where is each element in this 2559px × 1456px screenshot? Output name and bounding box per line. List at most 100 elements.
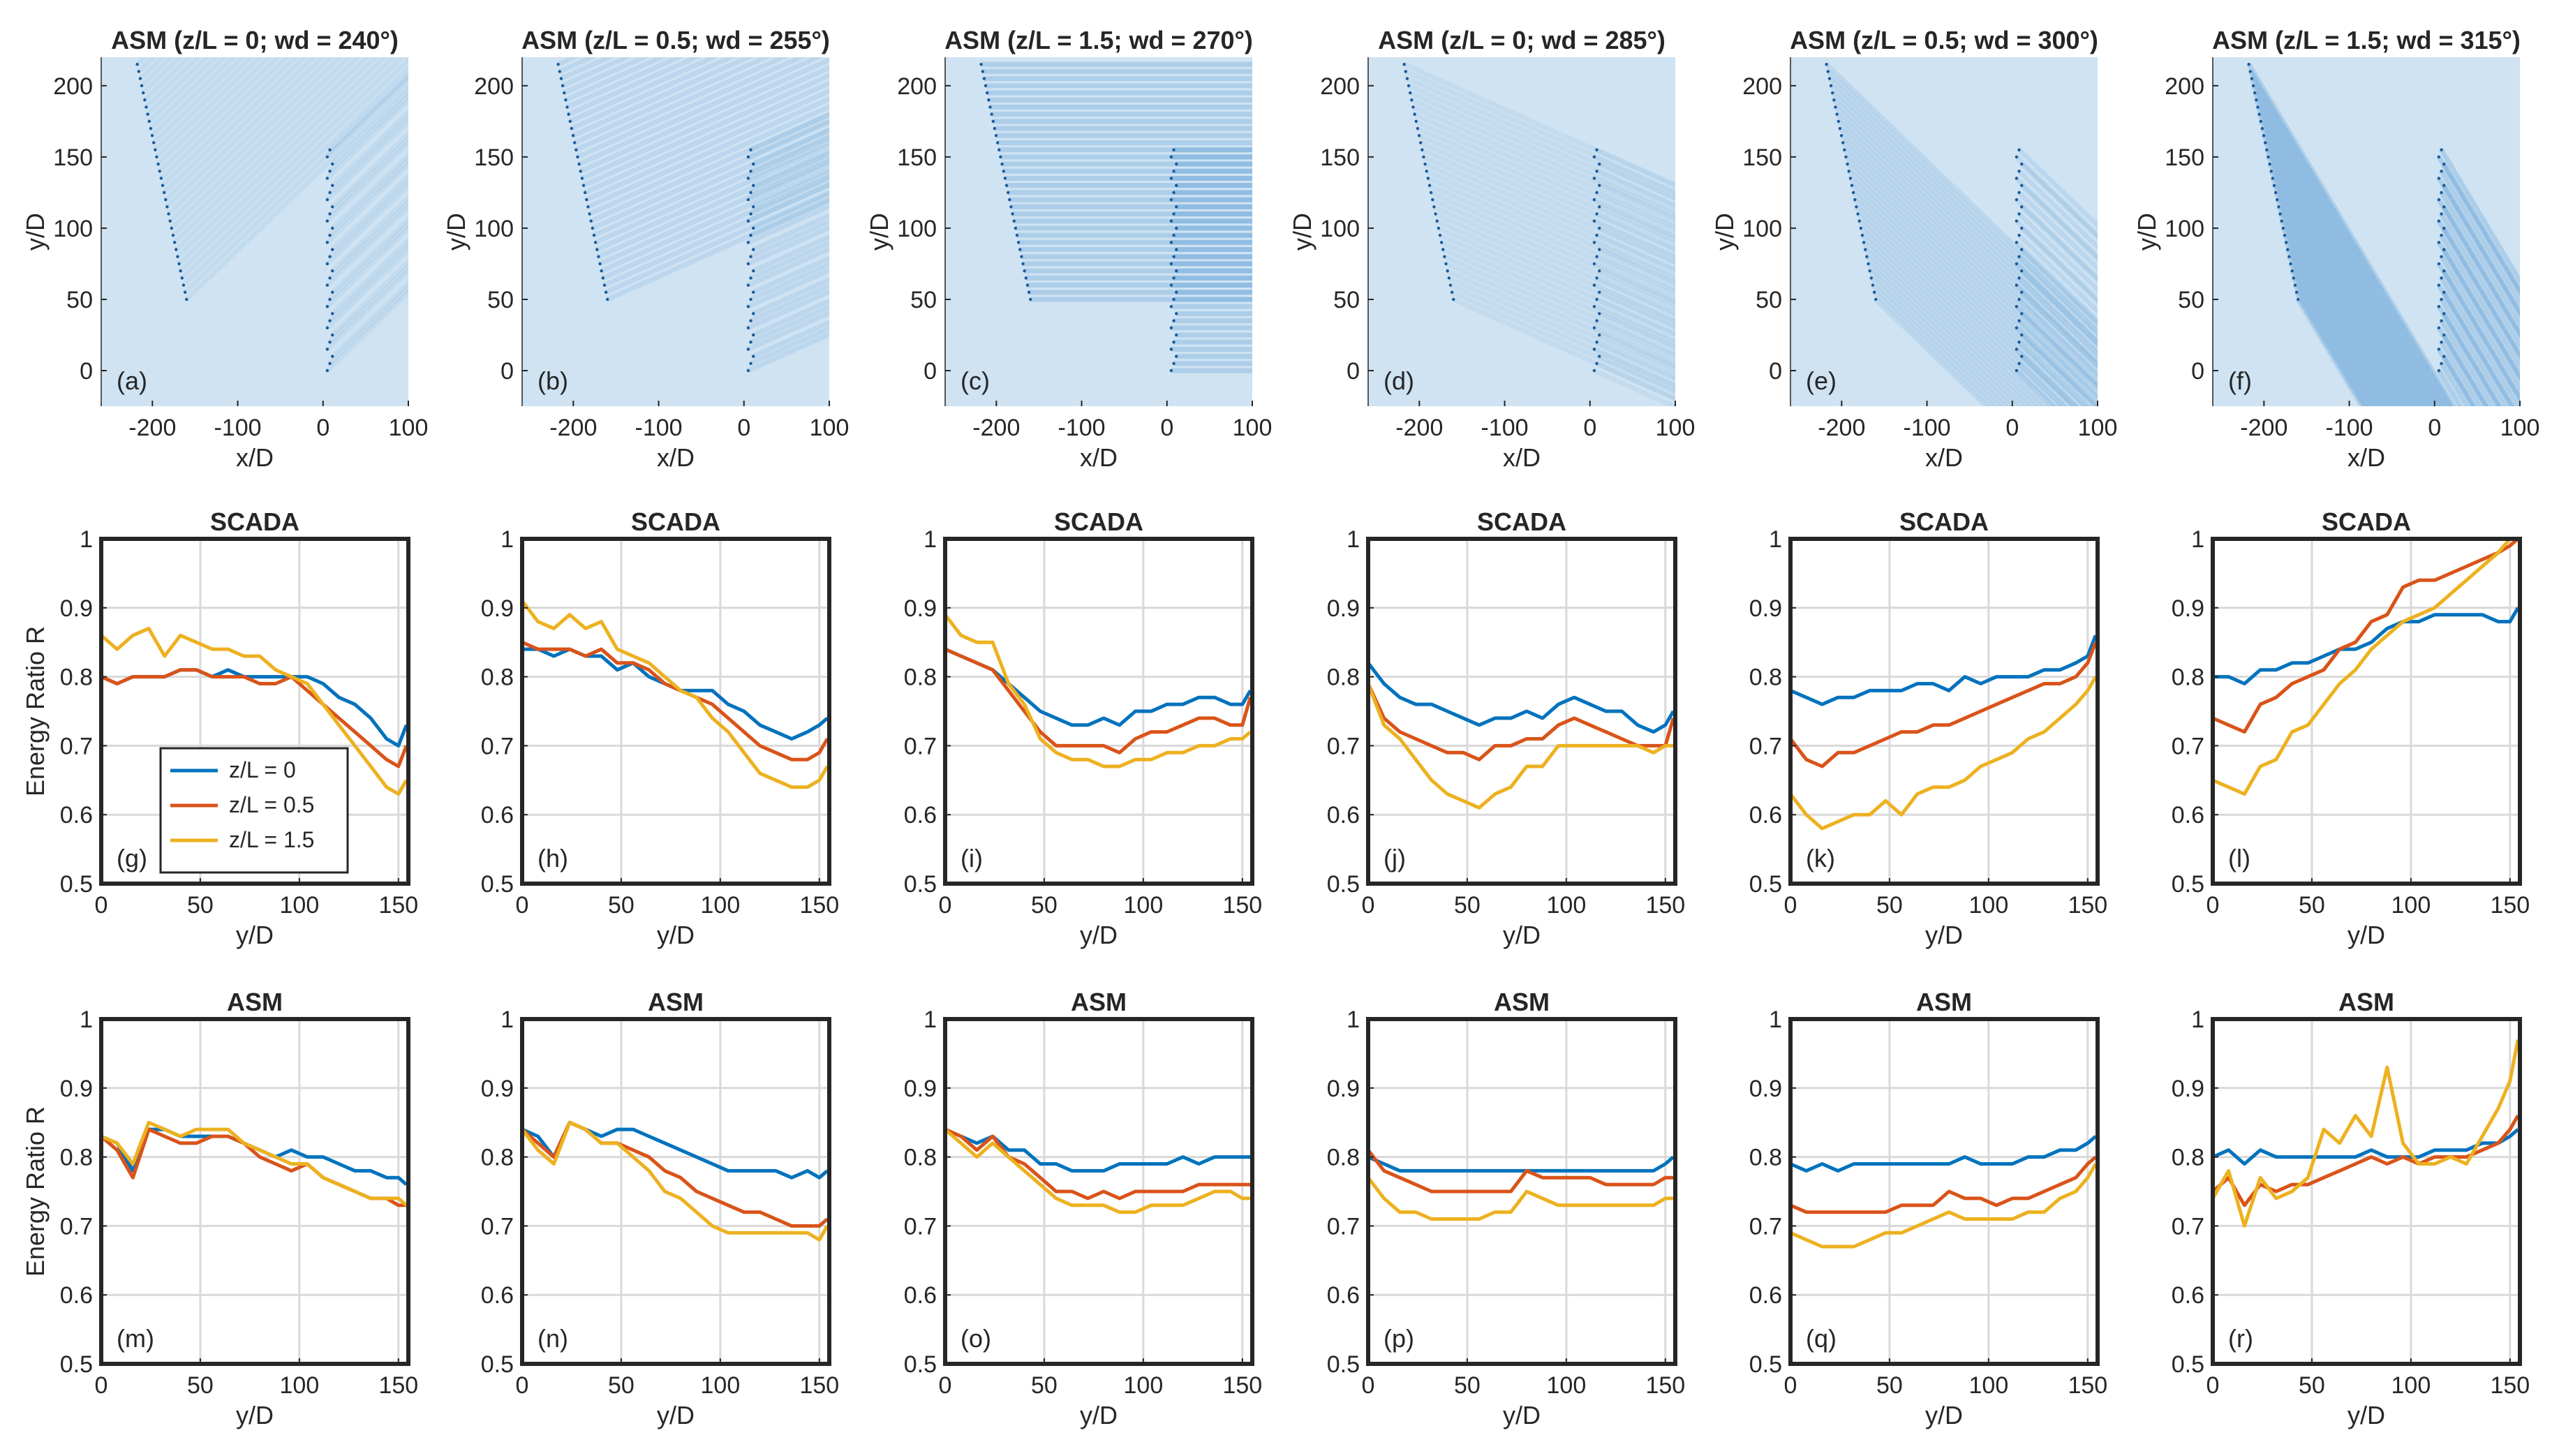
wake-streak [2251, 84, 2449, 406]
turbine-marker [328, 191, 332, 195]
x-axis-label: y/D [2347, 921, 2385, 949]
turbine-marker [1439, 241, 1444, 244]
turbine-marker [1851, 191, 1855, 195]
turbine-marker [2020, 248, 2024, 251]
turbine-marker [1423, 162, 1427, 166]
y-tick-label: 0 [80, 358, 93, 385]
y-tick-label: 50 [66, 287, 93, 313]
y-tick-label: 100 [2165, 216, 2204, 242]
turbine-marker [2257, 112, 2261, 116]
turbine-marker [141, 91, 145, 95]
series-group [522, 1120, 829, 1242]
turbine-marker [749, 362, 752, 365]
wake-streak [2442, 163, 2520, 296]
wake-streak [1415, 119, 1675, 240]
turbine-marker [2017, 255, 2021, 258]
panel-k: 0 50 100 150 0.5 0.6 0.7 0.8 0.9 1 SCADA y/D (k) [1749, 507, 2107, 949]
turbine-marker [1175, 226, 1178, 230]
y-tick-label: 1 [1347, 1006, 1360, 1033]
y-tick-label: 0.9 [1749, 595, 1782, 622]
turbine-marker [1002, 170, 1005, 173]
turbine-marker [1592, 283, 1596, 287]
turbine-marker [2440, 319, 2443, 322]
turbine-marker [185, 297, 188, 302]
y-tick-label: 0.6 [904, 802, 937, 829]
turbine-marker [1592, 155, 1596, 159]
wake-streak [2258, 120, 2435, 406]
wake-streak [1844, 155, 2098, 403]
turbine-marker [325, 155, 329, 159]
turbine-marker [997, 148, 1001, 151]
turbine-marker [144, 105, 148, 109]
y-axis-label: y/D [1710, 213, 1739, 251]
wake-streak [2436, 156, 2520, 297]
turbine-marker [1838, 126, 1842, 131]
wake-streak [1827, 77, 2098, 341]
wake-field-background [1368, 57, 1675, 406]
wake-streak [1842, 148, 2098, 398]
turbine-marker [2281, 226, 2285, 230]
turbine-marker [2263, 141, 2267, 144]
y-tick-label: 0.7 [904, 733, 937, 759]
y-axis-label: y/D [865, 213, 893, 251]
turbine-marker [2020, 312, 2024, 315]
wake-streak [1407, 83, 1675, 208]
wake-streak [585, 88, 829, 202]
wake-field [1402, 62, 1675, 406]
turbine-marker [2442, 248, 2446, 251]
y-tick-label: 150 [1742, 144, 1782, 171]
series-line-zl-1-5 [522, 1120, 829, 1242]
turbine-marker [1411, 105, 1415, 109]
wake-streak [161, 57, 299, 188]
x-tick-label: 100 [810, 415, 850, 441]
turbine-marker [1595, 297, 1599, 302]
wake-streak [162, 57, 309, 195]
turbine-marker [156, 162, 160, 166]
turbine-marker [576, 155, 579, 159]
turbine-marker [1865, 255, 1869, 258]
turbine-marker [1169, 155, 1173, 159]
y-tick-label: 0.8 [481, 1145, 514, 1171]
turbine-marker [171, 233, 175, 237]
turbine-marker [2437, 348, 2441, 351]
x-tick-label: 0 [1160, 415, 1173, 441]
axes-box [2211, 1017, 2522, 1366]
wake-field [1825, 62, 2098, 406]
turbine-marker [2437, 198, 2441, 202]
series-group [945, 614, 1252, 768]
series-line-zl-1-5 [101, 1120, 408, 1207]
wake-streak [2257, 112, 2438, 406]
turbine-marker [1429, 191, 1433, 195]
wake-streak [1854, 205, 2067, 406]
turbine-marker [1452, 297, 1455, 302]
wake-streak [179, 57, 406, 273]
turbine-marker [1012, 219, 1016, 223]
wake-streak [167, 57, 335, 216]
turbine-marker [1172, 148, 1175, 151]
turbine-marker [749, 319, 752, 322]
wake-streak [163, 57, 318, 202]
panel-label: (r) [2228, 1324, 2253, 1353]
wake-streak [1425, 169, 1675, 285]
series-line-zl-1-5 [945, 614, 1252, 768]
turbine-marker [1595, 255, 1599, 258]
y-tick-label: 0.7 [2172, 733, 2204, 759]
panel-label: (e) [1806, 366, 1837, 395]
y-tick-label: 0.5 [1327, 871, 1360, 898]
panel-title: SCADA [1477, 507, 1566, 536]
series-line-zl-0 [2213, 607, 2520, 685]
panel-label: (o) [960, 1324, 991, 1353]
turbine-marker [325, 348, 329, 351]
turbine-marker [1450, 290, 1454, 294]
wake-streak [572, 57, 755, 138]
turbine-marker [746, 198, 750, 202]
y-tick-label: 0.6 [2172, 802, 2204, 829]
wake-streak [573, 57, 772, 145]
turbine-marker [979, 63, 983, 66]
x-tick-label: 50 [608, 1372, 635, 1399]
panel-title: ASM [1494, 988, 1550, 1016]
series-line-zl-0-5 [945, 647, 1252, 755]
wake-streak [1440, 240, 1675, 350]
x-tick-label: -100 [1058, 415, 1106, 441]
turbine-marker [1826, 70, 1830, 73]
